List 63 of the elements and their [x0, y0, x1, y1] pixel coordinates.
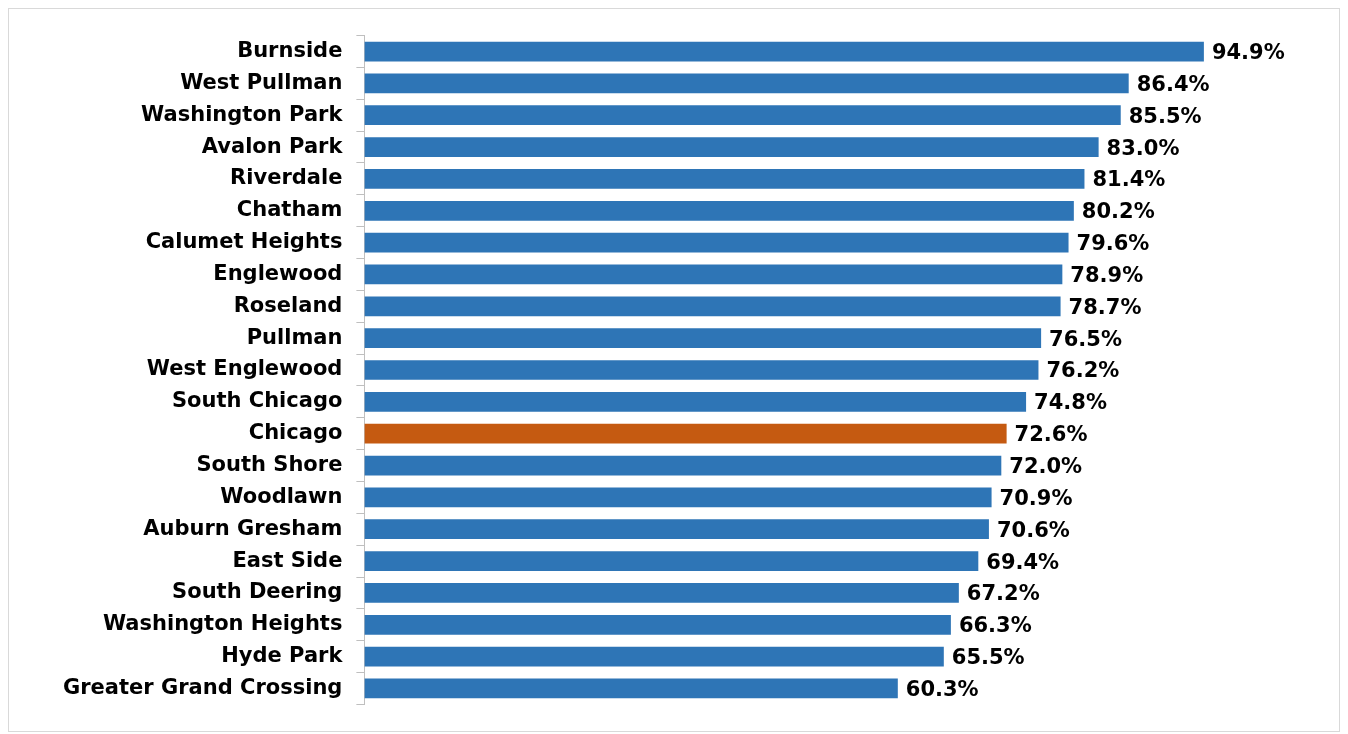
data-label: 80.2% — [1081, 199, 1155, 224]
data-label: 79.6% — [1076, 231, 1150, 256]
y-tick-label: Washington Park — [141, 101, 344, 126]
data-label: 70.9% — [999, 485, 1073, 510]
data-label: 66.3% — [958, 613, 1032, 638]
data-label: 60.3% — [905, 676, 979, 701]
data-label: 78.9% — [1070, 262, 1144, 287]
y-tick-label: Chicago — [248, 420, 343, 445]
bar — [364, 614, 951, 635]
data-label: 72.6% — [1014, 422, 1088, 447]
bar — [364, 391, 1027, 412]
y-tick-label: West Pullman — [180, 69, 343, 94]
bar — [364, 137, 1099, 157]
bar — [364, 200, 1074, 221]
bar — [364, 551, 979, 571]
y-tick-label: South Shore — [196, 452, 343, 476]
y-tick-label: Washington Heights — [102, 611, 343, 636]
data-label: 72.0% — [1009, 454, 1083, 478]
y-tick-label: Pullman — [246, 324, 343, 349]
y-tick-label: Hyde Park — [221, 643, 344, 668]
bar — [364, 105, 1121, 126]
data-label: 83.0% — [1106, 135, 1180, 160]
y-tick-label: Greater Grand Crossing — [63, 674, 343, 699]
y-tick-label: West Englewood — [146, 356, 343, 381]
bar — [364, 264, 1063, 285]
bar — [364, 646, 944, 667]
data-label: 85.5% — [1128, 103, 1202, 128]
data-label: 76.2% — [1046, 358, 1120, 383]
bar — [364, 455, 1002, 476]
bar — [364, 328, 1042, 349]
y-tick-label: South Deering — [172, 579, 343, 604]
y-tick-label: Avalon Park — [201, 133, 344, 158]
y-tick-label: Auburn Gresham — [143, 515, 343, 540]
data-label: 74.8% — [1034, 390, 1107, 415]
y-tick-label: Chatham — [236, 197, 343, 222]
data-label: 78.7% — [1068, 294, 1142, 319]
y-tick-label: South Chicago — [171, 388, 343, 413]
bar — [364, 296, 1061, 317]
bar — [364, 423, 1007, 444]
y-tick-label: Roseland — [233, 292, 343, 317]
data-label: 67.2% — [966, 581, 1040, 606]
y-tick-label: Calumet Heights — [145, 229, 343, 254]
bar — [364, 678, 898, 699]
y-tick-label: Burnside — [237, 37, 343, 62]
data-label: 81.4% — [1092, 167, 1166, 192]
data-label: 69.4% — [986, 549, 1060, 574]
data-label: 86.4% — [1136, 71, 1210, 96]
bar — [364, 73, 1129, 94]
bar — [364, 519, 989, 540]
data-label: 70.6% — [996, 517, 1070, 542]
bar — [364, 232, 1069, 253]
bar — [364, 360, 1039, 380]
y-tick-label: Riverdale — [230, 165, 343, 190]
y-tick-label: East Side — [232, 547, 343, 572]
data-label: 65.5% — [951, 645, 1025, 670]
y-tick-label: Englewood — [213, 260, 343, 285]
bar — [364, 169, 1085, 189]
bar — [364, 583, 959, 603]
y-tick-label: Woodlawn — [220, 483, 343, 508]
bar — [364, 41, 1204, 62]
bar — [364, 487, 992, 508]
data-label: 94.9% — [1211, 39, 1285, 64]
data-label: 76.5% — [1049, 326, 1122, 351]
